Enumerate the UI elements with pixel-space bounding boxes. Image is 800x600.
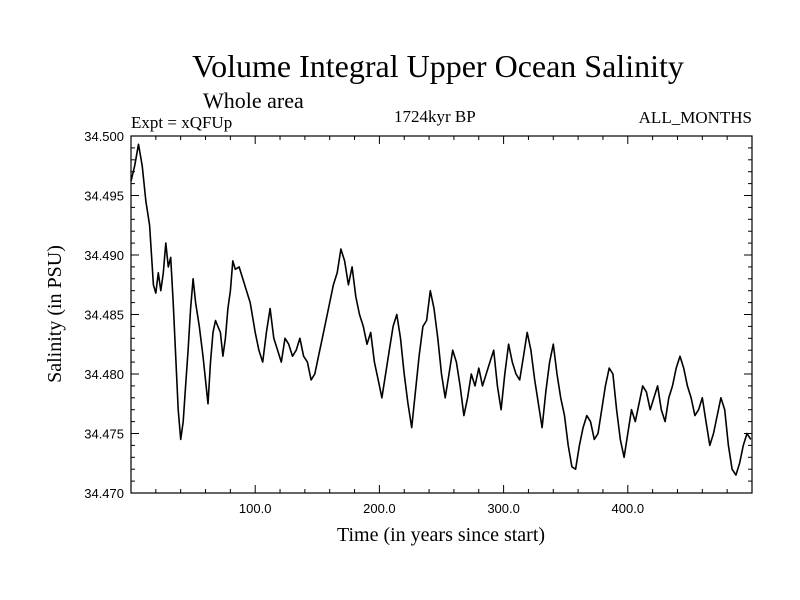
y-tick-label: 34.490 — [84, 248, 124, 263]
plot-frame — [130, 135, 753, 494]
y-tick-label: 34.470 — [84, 486, 124, 501]
x-tick-label: 400.0 — [612, 501, 645, 516]
chart-subtitle: Whole area — [203, 88, 304, 113]
experiment-label: Expt = xQFUp — [131, 113, 233, 132]
y-tick-label: 34.495 — [84, 189, 124, 204]
period-label: 1724kyr BP — [394, 107, 476, 126]
chart-title: Volume Integral Upper Ocean Salinity — [192, 48, 684, 84]
y-tick-label: 34.475 — [84, 427, 124, 442]
tick-labels: 100.0 200.0 300.0 400.0 34.470 34.475 34.480 34… — [84, 129, 644, 516]
x-tick-label: 300.0 — [487, 501, 520, 516]
months-label: ALL_MONTHS — [638, 108, 752, 127]
y-tick-label: 34.500 — [84, 129, 124, 144]
x-tick-label: 200.0 — [363, 501, 396, 516]
axis-ticks — [131, 135, 752, 494]
series-line-salinity — [130, 143, 752, 476]
y-axis-title: Salinity (in PSU) — [44, 245, 66, 383]
x-axis-title: Time (in years since start) — [337, 524, 545, 546]
y-tick-label: 34.480 — [84, 367, 124, 382]
x-tick-label: 100.0 — [239, 501, 272, 516]
y-tick-label: 34.485 — [84, 308, 124, 323]
